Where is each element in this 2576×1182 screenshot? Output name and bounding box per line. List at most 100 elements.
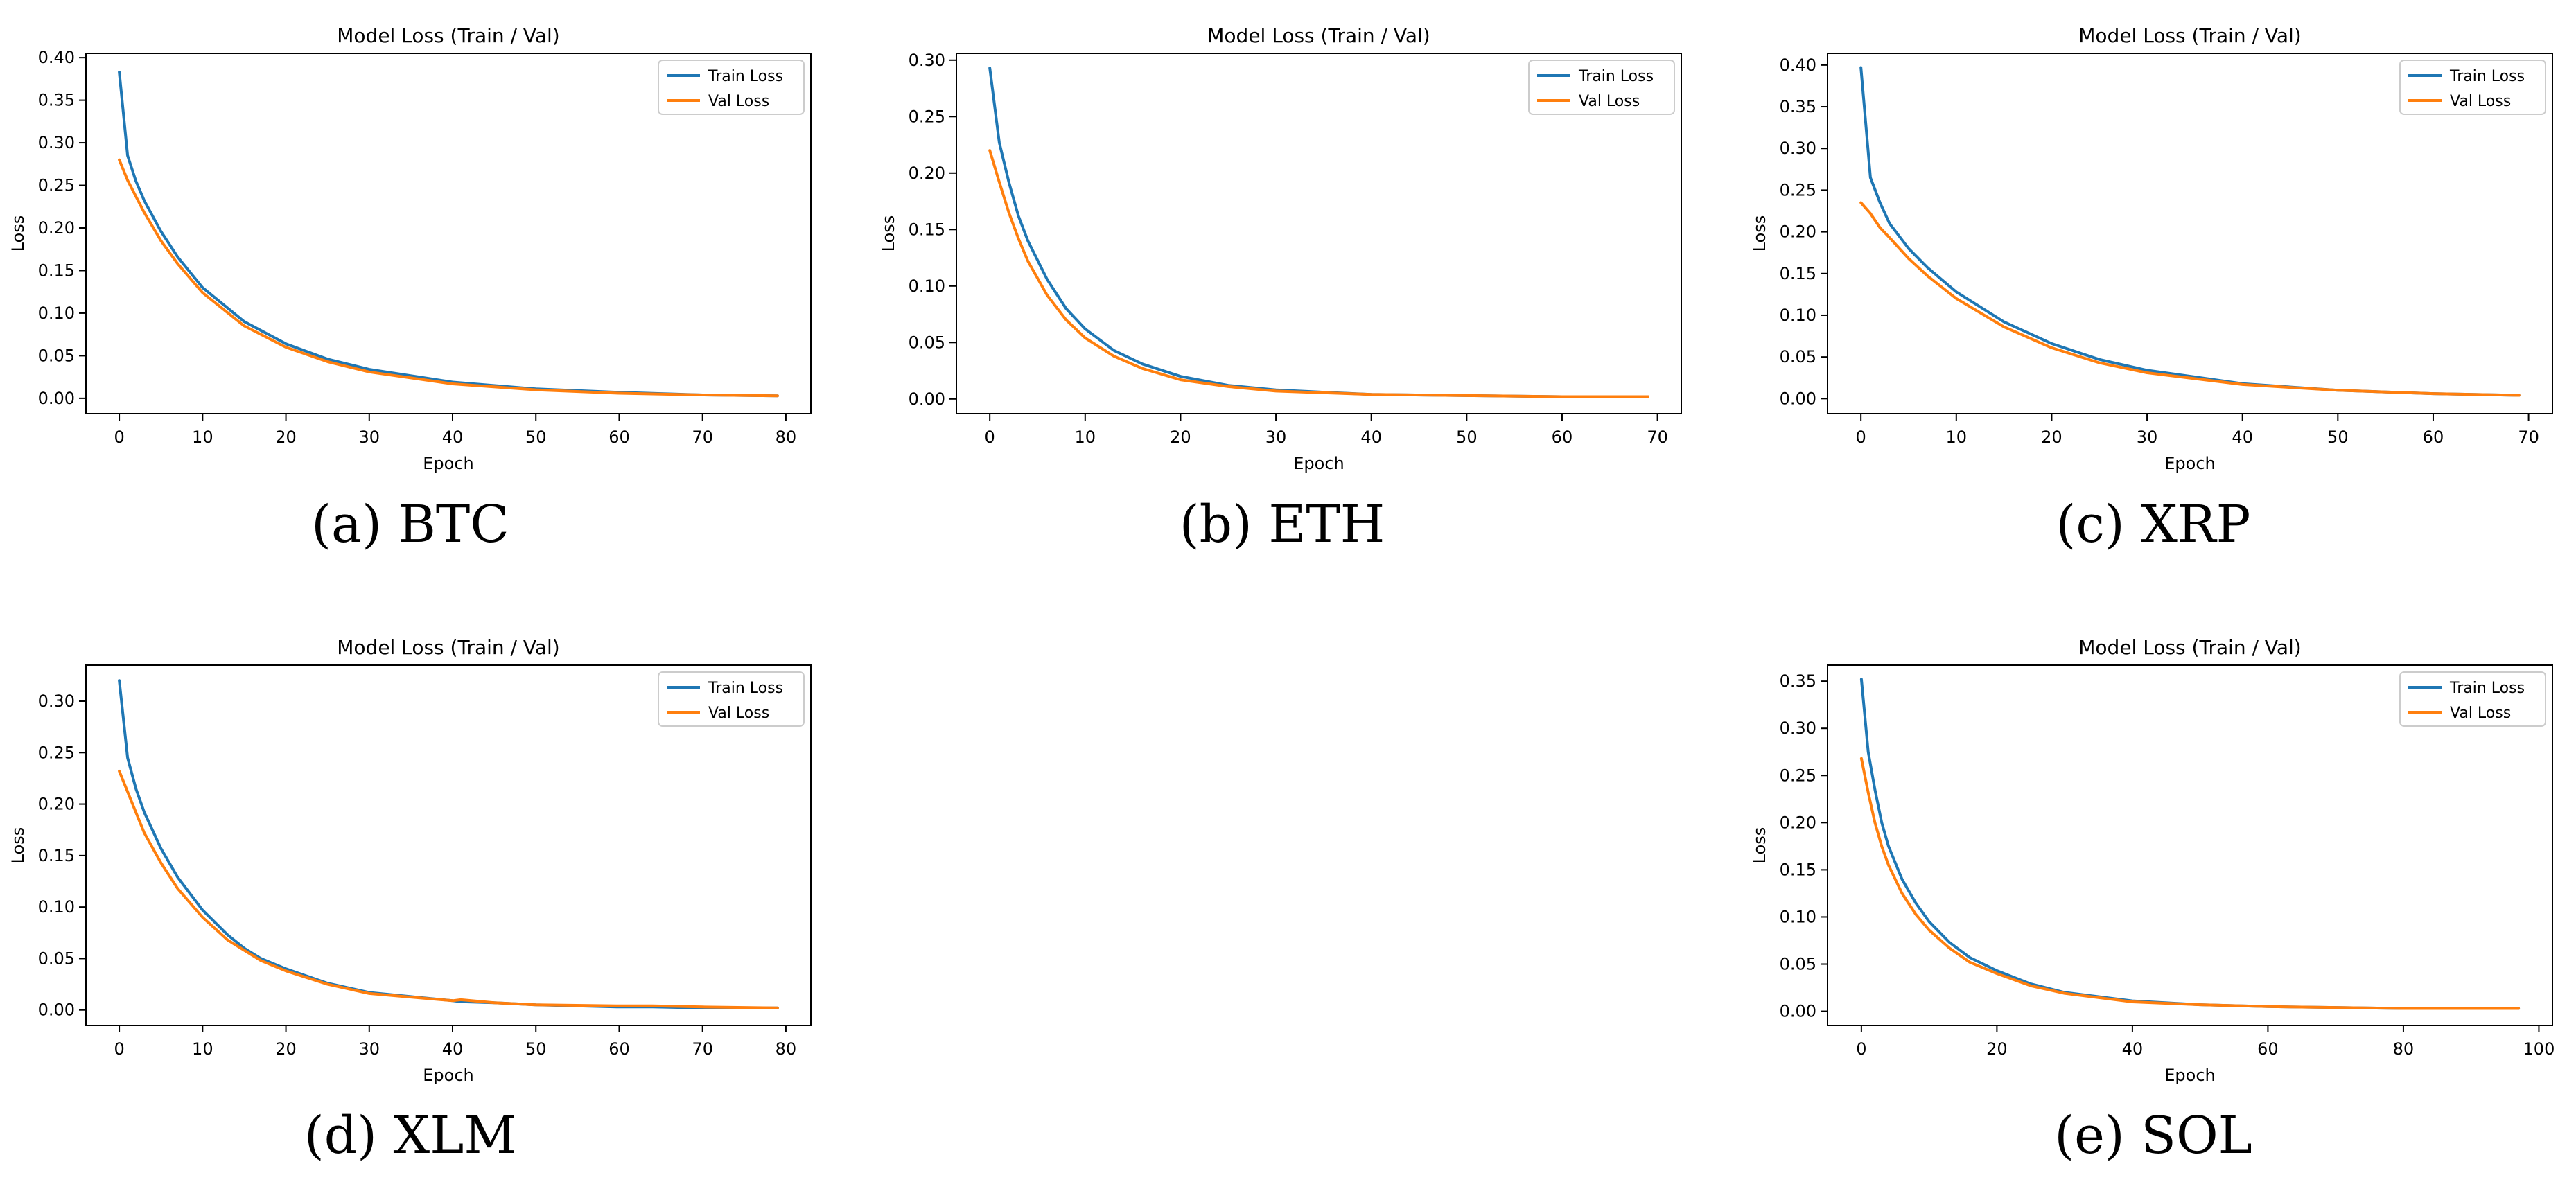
series-line-train xyxy=(118,679,779,1009)
legend-label-train: Train Loss xyxy=(2449,680,2525,697)
legend-label-val: Val Loss xyxy=(708,705,769,722)
series-line-val xyxy=(1859,757,2521,1010)
caption-b: (b) ETH xyxy=(1179,495,1385,554)
y-tick-label: 0.30 xyxy=(1780,718,1816,738)
x-tick-label: 10 xyxy=(1075,427,1096,447)
x-tick-label: 80 xyxy=(2393,1039,2415,1059)
legend-label-val: Val Loss xyxy=(2450,705,2511,722)
x-tick-label: 80 xyxy=(776,427,797,447)
x-axis-label: Epoch xyxy=(1293,454,1344,473)
x-tick-label: 70 xyxy=(692,1039,713,1059)
x-tick-label: 40 xyxy=(442,427,464,447)
y-tick-label: 0.15 xyxy=(1780,264,1816,283)
x-tick-label: 20 xyxy=(1986,1039,2008,1059)
y-tick-label: 0.20 xyxy=(909,164,945,183)
plot-frame xyxy=(85,664,812,1026)
series-line-train xyxy=(1859,678,2521,1010)
x-tick-label: 30 xyxy=(359,427,380,447)
y-tick-label: 0.20 xyxy=(1780,222,1816,242)
chart-panel-5: 0 20 40 60 80 100 0.00 0.05 0.10 0.15 0.20 0.25 0.30… xyxy=(1750,636,2555,1085)
x-tick-label: 40 xyxy=(2122,1039,2144,1059)
caption-c: (c) XRP xyxy=(2056,495,2251,554)
chart-panel-2: 0 10 20 30 40 50 60 70 0.00 0.05 0.10 0.15 0.20 0.25 0… xyxy=(879,24,1682,473)
x-tick-label: 60 xyxy=(608,1039,630,1059)
y-tick-label: 0.05 xyxy=(1780,955,1816,974)
y-axis-label: Loss xyxy=(879,215,898,252)
y-tick-label: 0.30 xyxy=(38,133,75,152)
x-tick-label: 50 xyxy=(525,427,547,447)
y-tick-label: 0.15 xyxy=(38,846,75,865)
x-tick-label: 0 xyxy=(114,427,124,447)
series-line-train xyxy=(988,67,1649,398)
x-tick-label: 80 xyxy=(776,1039,797,1059)
chart-panel-4: 0 10 20 30 40 50 60 70 80 0.00 0.05 0.10 0.15 0.20 0.2… xyxy=(8,636,812,1085)
y-tick-label: 0.40 xyxy=(1780,55,1816,75)
x-tick-label: 30 xyxy=(2137,427,2158,447)
y-tick-label: 0.05 xyxy=(38,346,75,365)
chart-title: Model Loss (Train / Val) xyxy=(2078,636,2301,659)
y-tick-label: 0.00 xyxy=(38,389,75,408)
x-tick-label: 10 xyxy=(192,1039,213,1059)
y-tick-label: 0.15 xyxy=(909,220,945,239)
legend-label-val: Val Loss xyxy=(2450,93,2511,110)
y-tick-label: 0.00 xyxy=(1780,1002,1816,1021)
y-tick-label: 0.20 xyxy=(1780,813,1816,832)
x-tick-label: 30 xyxy=(359,1039,380,1059)
x-axis-label: Epoch xyxy=(423,1066,474,1085)
x-axis-label: Epoch xyxy=(423,454,474,473)
x-tick-label: 60 xyxy=(1552,427,1573,447)
x-tick-label: 40 xyxy=(1360,427,1382,447)
x-tick-label: 40 xyxy=(442,1039,464,1059)
x-tick-label: 20 xyxy=(275,1039,297,1059)
series-line-train xyxy=(118,71,779,398)
x-tick-label: 50 xyxy=(1456,427,1478,447)
legend: Train Loss Val Loss xyxy=(2399,671,2546,727)
y-axis-label: Loss xyxy=(1750,215,1769,252)
y-tick-label: 0.25 xyxy=(1780,766,1816,785)
y-tick-label: 0.20 xyxy=(38,218,75,238)
y-tick-label: 0.00 xyxy=(909,389,945,409)
chart-title: Model Loss (Train / Val) xyxy=(337,24,559,47)
y-tick-label: 0.10 xyxy=(38,897,75,917)
series-line-val xyxy=(118,770,779,1009)
caption-d: (d) XLM xyxy=(304,1106,517,1165)
y-tick-label: 0.35 xyxy=(1780,97,1816,116)
y-tick-label: 0.25 xyxy=(1780,180,1816,200)
x-tick-label: 0 xyxy=(985,427,995,447)
y-tick-label: 0.05 xyxy=(38,949,75,968)
caption-e: (e) SOL xyxy=(2054,1106,2252,1165)
y-tick-label: 0.20 xyxy=(38,795,75,814)
y-tick-label: 0.05 xyxy=(1780,347,1816,367)
y-tick-label: 0.30 xyxy=(38,691,75,711)
y-tick-label: 0.15 xyxy=(38,261,75,280)
y-tick-label: 0.30 xyxy=(909,51,945,70)
y-tick-label: 0.25 xyxy=(38,176,75,195)
caption-a: (a) BTC xyxy=(311,495,509,554)
chart-panel-1: 0 10 20 30 40 50 60 70 80 0.00 0.05 0.10 0.15 0.20 0.2… xyxy=(8,24,812,473)
x-tick-label: 50 xyxy=(525,1039,547,1059)
y-tick-label: 0.25 xyxy=(38,743,75,762)
x-tick-label: 10 xyxy=(192,427,213,447)
series-line-val xyxy=(1859,201,2521,397)
y-tick-label: 0.35 xyxy=(1780,671,1816,691)
x-tick-label: 40 xyxy=(2232,427,2253,447)
x-tick-label: 20 xyxy=(2041,427,2062,447)
legend: Train Loss Val Loss xyxy=(658,60,805,115)
chart-title: Model Loss (Train / Val) xyxy=(337,636,559,659)
plot-frame xyxy=(1827,53,2553,414)
x-tick-label: 10 xyxy=(1946,427,1968,447)
x-tick-label: 70 xyxy=(692,427,713,447)
x-tick-label: 60 xyxy=(2257,1039,2279,1059)
x-tick-label: 20 xyxy=(275,427,297,447)
series-line-val xyxy=(988,149,1649,398)
x-tick-label: 60 xyxy=(608,427,630,447)
x-axis-label: Epoch xyxy=(2164,1066,2216,1085)
plot-frame xyxy=(956,53,1682,414)
x-tick-label: 30 xyxy=(1265,427,1287,447)
legend-label-train: Train Loss xyxy=(1578,68,1654,85)
legend-label-val: Val Loss xyxy=(1579,93,1640,110)
plot-frame xyxy=(85,53,812,414)
y-tick-label: 0.10 xyxy=(1780,907,1816,926)
series-line-train xyxy=(1859,66,2521,397)
